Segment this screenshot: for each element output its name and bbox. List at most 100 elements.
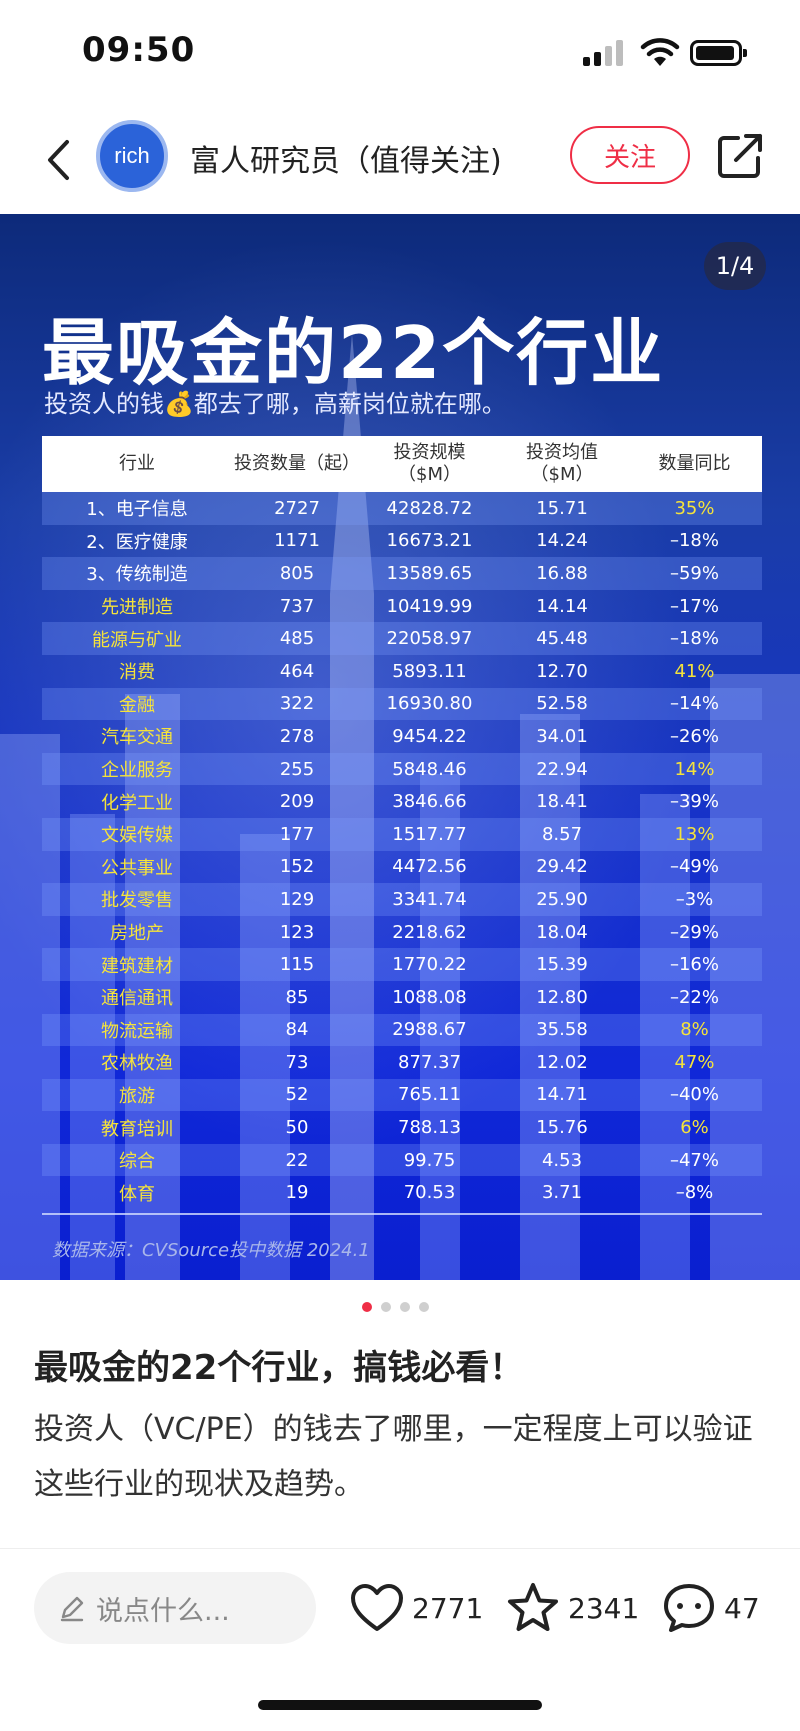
post-body: 投资人（VC/PE）的钱去了哪里，一定程度上可以验证这些行业的现状及趋势。 [34,1412,753,1502]
scale-cell: 22058.97 [386,628,473,650]
count-cell: 52 [285,1084,309,1106]
star-icon [508,1583,558,1631]
carousel-dot[interactable] [381,1302,391,1312]
share-icon[interactable] [716,132,764,180]
table-header: 行业 投资数量（起） 投资规模 （$M） 投资均值 （$M） 数量同比 [42,436,762,492]
table-row: 企业服务 255 5848.46 22.94 14% [42,752,762,786]
scale-cell: 16930.80 [386,693,473,715]
status-bar: 09:50 [0,0,800,100]
post-image[interactable]: 1/4 最吸金的22个行业 投资人的钱💰都去了哪，高薪岗位就在哪。 行业 投资数… [0,214,800,1280]
industry-cell: 能源与矿业 [92,629,182,651]
table-row: 汽车交通 278 9454.22 34.01 –26% [42,720,762,753]
column-header-industry: 行业 [119,453,155,474]
table-row: 化学工业 209 3846.66 18.41 –39% [42,785,762,818]
yoy-cell: –3% [675,888,714,910]
average-cell: 8.57 [541,823,583,845]
scale-cell: 788.13 [398,1117,461,1139]
average-cell: 15.71 [536,497,588,519]
average-cell: 12.02 [536,1051,588,1073]
scale-cell: 3341.74 [392,888,467,910]
industry-cell: 批发零售 [101,890,173,912]
count-cell: 152 [279,856,315,878]
average-cell: 29.42 [536,856,588,878]
yoy-cell: 41% [674,660,715,682]
yoy-cell: –40% [669,1084,719,1106]
scale-cell: 99.75 [403,1149,456,1171]
table-row: 建筑建材 115 1770.22 15.39 –16% [42,948,762,981]
industry-cell: 公共事业 [101,857,173,879]
scale-cell: 10419.99 [386,595,473,617]
scale-cell: 1770.22 [392,954,467,976]
industry-cell: 3、传统制造 [86,564,188,586]
count-cell: 278 [279,725,315,747]
count-cell: 123 [279,921,315,943]
average-cell: 18.41 [536,791,588,813]
table-row: 旅游 52 765.11 14.71 –40% [42,1078,762,1112]
table-row: 先进制造 737 10419.99 14.14 –17% [42,590,762,623]
follow-button[interactable]: 关注 [570,126,690,184]
yoy-cell: 14% [674,758,715,780]
comment-input[interactable]: 说点什么... [34,1572,316,1644]
author-avatar[interactable]: rich [96,120,168,192]
yoy-cell: –14% [669,693,719,715]
scale-cell: 5848.46 [392,758,467,780]
industry-cell: 汽车交通 [101,727,173,749]
carousel-dot[interactable] [400,1302,410,1312]
count-cell: 177 [279,823,315,845]
carousel-dot[interactable] [419,1302,429,1312]
like-count: 2771 [412,1591,484,1625]
count-cell: 129 [279,888,315,910]
scale-cell: 16673.21 [386,530,473,552]
author-name[interactable]: 富人研究员（值得关注) [190,144,502,179]
average-cell: 4.53 [541,1149,583,1171]
average-cell: 3.71 [541,1182,583,1204]
chevron-left-icon [48,140,69,180]
scale-cell: 5893.11 [392,660,467,682]
count-cell: 84 [285,1019,309,1041]
post-header: rich 富人研究员（值得关注) 关注 [0,110,800,210]
industry-cell: 1、电子信息 [86,499,188,521]
yoy-cell: 35% [674,497,715,519]
scale-cell: 2218.62 [392,921,467,943]
table-row: 通信通讯 85 1088.08 12.80 –22% [42,981,762,1014]
industry-cell: 建筑建材 [101,955,173,977]
table-row: 综合 22 99.75 4.53 –47% [42,1143,762,1177]
average-cell: 25.90 [536,888,588,910]
scale-cell: 4472.56 [392,856,467,878]
carousel-dot[interactable] [362,1302,372,1312]
industry-cell: 金融 [119,694,155,716]
table-row: 教育培训 50 788.13 15.76 6% [42,1111,762,1144]
divider [0,1548,800,1549]
industry-cell: 农林牧渔 [101,1053,173,1075]
heart-icon [351,1584,403,1631]
back-button[interactable] [36,130,80,190]
industry-cell: 化学工业 [101,792,173,814]
comment-count: 47 [724,1591,760,1625]
comment-button[interactable]: 47 [662,1578,760,1638]
yoy-cell: 47% [674,1051,715,1073]
average-cell: 14.14 [536,595,588,617]
average-cell: 35.58 [536,1019,588,1041]
yoy-cell: –29% [669,921,719,943]
like-button[interactable]: 2771 [350,1578,483,1638]
yoy-cell: 8% [680,1019,709,1041]
yoy-cell: –16% [669,954,719,976]
yoy-cell: –8% [675,1182,714,1204]
table-body: 1、电子信息 2727 42828.72 15.71 35% 2、医疗健康 1171 1667… [42,492,762,1209]
image-subtitle: 投资人的钱💰都去了哪，高薪岗位就在哪。 [44,390,506,418]
industry-cell: 教育培训 [101,1118,173,1140]
table-row: 房地产 123 2218.62 18.04 –29% [42,916,762,949]
table-row: 批发零售 129 3341.74 25.90 –3% [42,883,762,916]
industry-cell: 企业服务 [101,760,173,782]
yoy-cell: –47% [669,1149,719,1171]
table-bottom-rule [42,1213,762,1216]
yoy-cell: –17% [669,595,719,617]
count-cell: 50 [285,1117,309,1139]
favorite-button[interactable]: 2341 [506,1578,639,1638]
count-cell: 485 [279,628,315,650]
industry-cell: 通信通讯 [101,988,173,1010]
yoy-cell: –18% [669,628,719,650]
yoy-cell: 6% [680,1117,709,1139]
industry-cell: 综合 [119,1151,155,1173]
status-time: 09:50 [82,30,196,70]
